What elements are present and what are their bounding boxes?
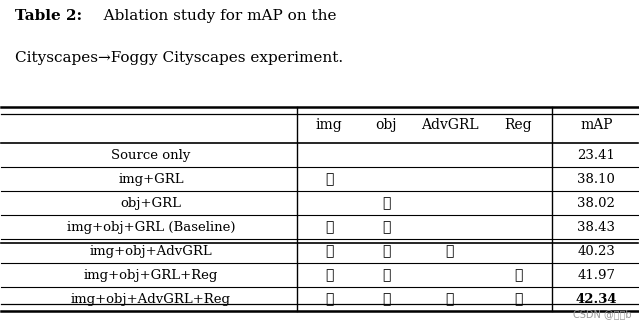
Text: ✓: ✓ [325,220,333,234]
Text: ✓: ✓ [514,268,522,282]
Text: ✓: ✓ [446,244,454,258]
Text: img+GRL: img+GRL [118,173,184,186]
Text: 40.23: 40.23 [577,245,615,258]
Text: ✓: ✓ [514,292,522,306]
Text: ✓: ✓ [325,172,333,186]
Text: ✓: ✓ [382,292,390,306]
Text: 23.41: 23.41 [577,149,615,162]
Text: mAP: mAP [580,118,613,132]
Text: 38.43: 38.43 [577,221,615,234]
Text: CSDN @暗魂b: CSDN @暗魂b [573,309,631,319]
Text: ✓: ✓ [325,292,333,306]
Text: ✓: ✓ [382,220,390,234]
Text: 38.10: 38.10 [577,173,615,186]
Text: ✓: ✓ [325,268,333,282]
Text: obj: obj [376,118,397,132]
Text: ✓: ✓ [382,244,390,258]
Text: img+obj+AdvGRL: img+obj+AdvGRL [89,245,212,258]
Text: img+obj+GRL (Baseline): img+obj+GRL (Baseline) [66,221,235,234]
Text: 42.34: 42.34 [576,293,617,306]
Text: Ablation study for mAP on the: Ablation study for mAP on the [89,9,337,24]
Text: Source only: Source only [111,149,190,162]
Text: img: img [316,118,343,132]
Text: ✓: ✓ [446,292,454,306]
Text: ✓: ✓ [382,196,390,210]
Text: 41.97: 41.97 [577,269,615,282]
Text: img+obj+AdvGRL+Reg: img+obj+AdvGRL+Reg [71,293,231,306]
Text: img+obj+GRL+Reg: img+obj+GRL+Reg [84,269,218,282]
Text: obj+GRL: obj+GRL [120,197,181,210]
Text: Table 2:: Table 2: [15,9,82,24]
Text: ✓: ✓ [382,268,390,282]
Text: 38.02: 38.02 [577,197,615,210]
Text: ✓: ✓ [325,244,333,258]
Text: Cityscapes→Foggy Cityscapes experiment.: Cityscapes→Foggy Cityscapes experiment. [15,51,344,65]
Text: AdvGRL: AdvGRL [421,118,479,132]
Text: Reg: Reg [504,118,532,132]
